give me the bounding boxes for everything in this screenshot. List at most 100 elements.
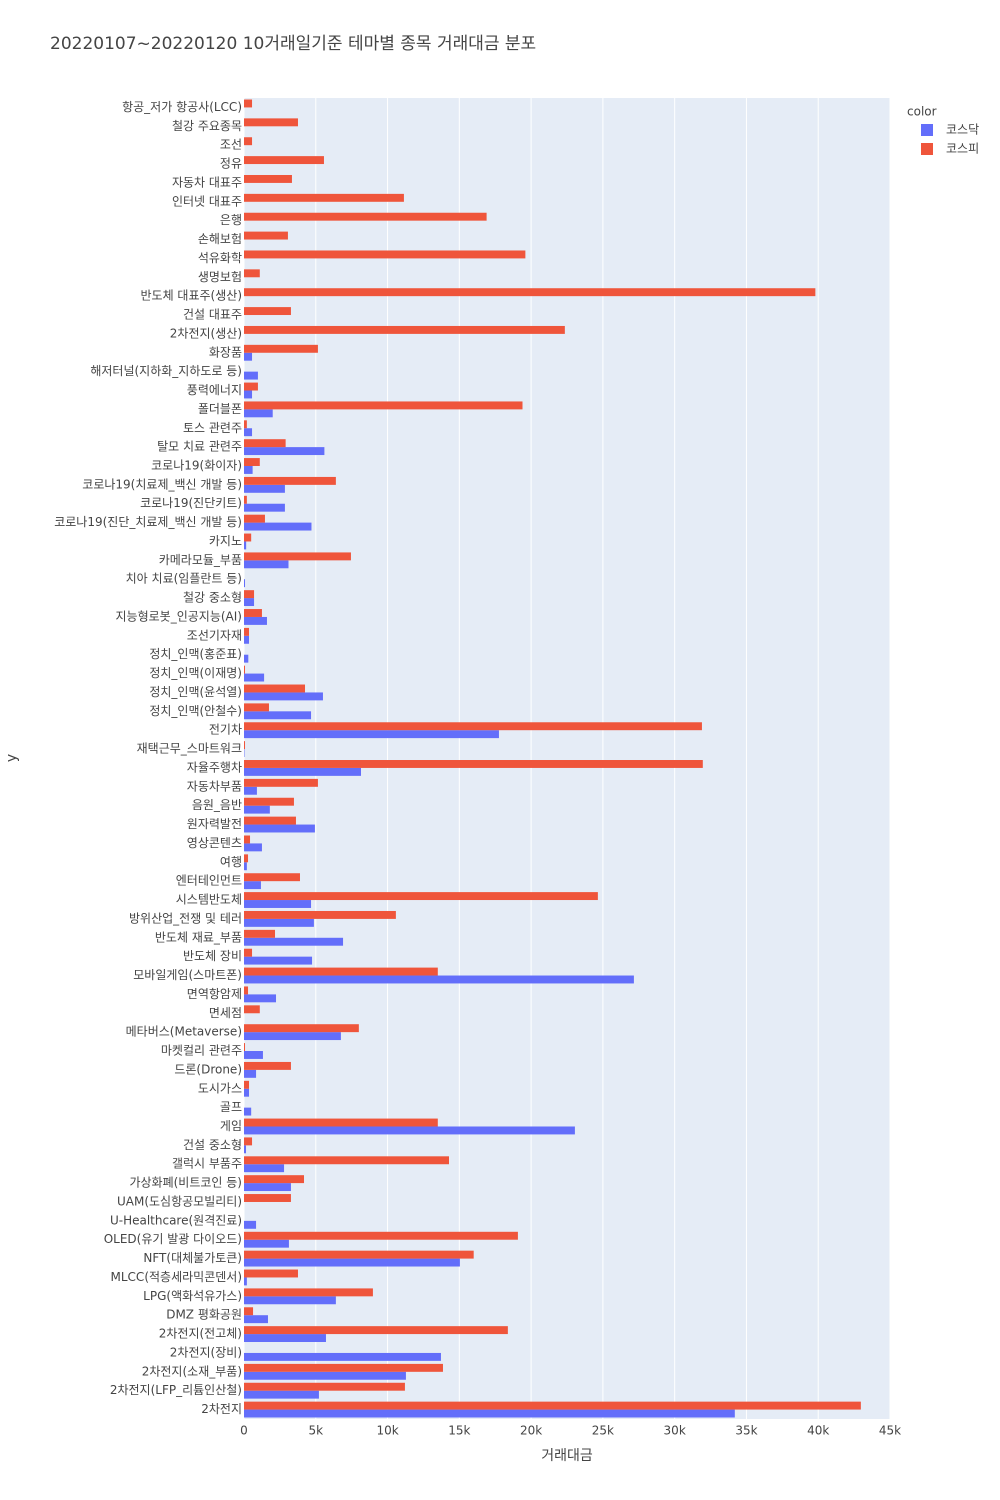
bar — [244, 1069, 257, 1078]
bar — [244, 465, 253, 474]
y-tick-label: 가상화폐(비트코인 등) — [129, 1176, 242, 1190]
bar — [244, 1080, 250, 1089]
bar — [244, 352, 253, 361]
bar — [244, 1220, 257, 1229]
y-tick-label: 게임 — [220, 1119, 242, 1133]
bar — [244, 1231, 518, 1240]
bar — [244, 533, 252, 542]
bar — [244, 1409, 735, 1418]
bar — [244, 627, 250, 636]
bar — [244, 447, 325, 456]
bar — [244, 956, 313, 965]
y-tick-label: 석유화학 — [198, 251, 242, 265]
y-tick-label: UAM(도심항공모빌리티) — [117, 1194, 242, 1208]
y-tick-label: 재택근무_스마트워크 — [137, 742, 242, 756]
bar — [244, 325, 565, 334]
chart-title: 20220107~20220120 10거래일기준 테마별 종목 거래대금 분포 — [50, 34, 536, 54]
x-tick-label: 0 — [240, 1424, 248, 1438]
bar — [244, 1032, 341, 1041]
y-tick-label: 손해보험 — [198, 232, 242, 246]
bar — [244, 1334, 326, 1343]
bar — [244, 910, 396, 919]
bar — [244, 797, 294, 806]
bar — [244, 99, 253, 108]
bar — [244, 835, 251, 844]
y-tick-label: MLCC(적층세라믹콘덴서) — [111, 1270, 242, 1284]
bar — [244, 1194, 291, 1202]
y-tick-label: 화장품 — [209, 345, 242, 359]
bar — [244, 579, 246, 588]
x-tick-label: 15k — [448, 1424, 470, 1438]
y-tick-label: 조선기자재 — [187, 628, 242, 642]
y-axis-title: y — [4, 754, 20, 762]
bar — [244, 929, 276, 938]
bar — [244, 420, 247, 429]
y-tick-label: 영상콘텐츠 — [187, 836, 242, 850]
y-tick-label: 카메라모듈_부품 — [159, 553, 242, 567]
bar — [244, 1043, 246, 1052]
bar — [244, 382, 258, 391]
y-tick-label: 철강 중소형 — [183, 591, 242, 605]
bar — [244, 560, 289, 569]
bar — [244, 1175, 305, 1184]
bar — [244, 1156, 449, 1165]
y-tick-label: 자율주행차 — [187, 759, 242, 774]
bar — [244, 918, 314, 927]
y-tick-label: 카지노 — [209, 534, 242, 548]
y-tick-label: 코로나19(화이자) — [151, 458, 242, 472]
y-tick-label: 2차전지(장비) — [170, 1345, 242, 1359]
bar — [244, 1401, 861, 1410]
bar — [244, 503, 285, 512]
bar — [244, 975, 634, 984]
bar — [244, 805, 270, 814]
bar — [244, 371, 258, 380]
y-tick-label: 건설 대표주 — [183, 308, 242, 322]
y-tick-label: 정치_인맥(홍준표) — [149, 647, 242, 661]
y-tick-label: 철강 주요종목 — [172, 119, 242, 133]
y-tick-label: 정치_인맥(이재명) — [149, 666, 242, 680]
bar — [244, 307, 291, 316]
bar — [244, 231, 288, 240]
y-tick-label: 치아 치료(임플란트 등) — [126, 572, 242, 586]
bar — [244, 665, 246, 674]
bar — [244, 522, 312, 531]
y-tick-label: 2차전지 — [201, 1402, 242, 1416]
bar — [244, 1088, 250, 1097]
bar — [244, 1005, 260, 1014]
y-tick-label: 반도체 대표주(생산) — [141, 289, 243, 303]
bar — [244, 118, 298, 127]
y-tick-label: 정치_인맥(윤석열) — [149, 685, 242, 699]
y-tick-label: 폴더블폰 — [198, 402, 242, 416]
y-tick-label: 음원_음반 — [192, 798, 242, 812]
y-tick-label: 전기차 — [209, 723, 242, 737]
bar — [244, 193, 404, 202]
bar — [244, 344, 318, 353]
bar — [244, 760, 703, 768]
y-tick-label: 인터넷 대표주 — [172, 194, 242, 208]
bar — [244, 730, 499, 739]
y-tick-label: NFT(대체불가토큰) — [143, 1251, 242, 1265]
bar — [244, 900, 312, 908]
bar — [244, 552, 351, 561]
bar — [244, 1258, 460, 1267]
bar — [244, 937, 344, 946]
y-tick-label: 방위산업_전쟁 및 테러 — [129, 911, 242, 925]
y-tick-label: 반도체 장비 — [183, 949, 242, 963]
y-tick-label: 정치_인맥(안철수) — [149, 704, 242, 718]
y-tick-label: 면세점 — [209, 1006, 242, 1020]
bar — [244, 1107, 252, 1116]
bar — [244, 994, 277, 1003]
bar — [244, 948, 253, 957]
bar — [244, 1315, 268, 1324]
bar — [244, 1239, 289, 1248]
legend-title: color — [907, 105, 937, 119]
plot-background — [244, 98, 890, 1419]
bar — [244, 609, 262, 617]
y-tick-label: 정유 — [220, 157, 242, 171]
bar — [244, 1126, 575, 1135]
y-tick-label: 코로나19(진단_치료제_백신 개발 등) — [54, 515, 242, 529]
bar — [244, 269, 260, 278]
bar — [244, 458, 260, 466]
y-tick-label: 면역항암제 — [187, 987, 242, 1001]
